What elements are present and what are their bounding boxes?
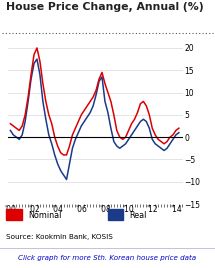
Bar (6, 210, 22, 220)
Text: House Price Change, Annual (%): House Price Change, Annual (%) (6, 2, 204, 12)
Text: Click graph for more Sth. Korean house price data: Click graph for more Sth. Korean house p… (18, 255, 197, 261)
Text: Nominal: Nominal (28, 211, 61, 220)
Text: Real: Real (129, 211, 146, 220)
Bar (108, 210, 123, 220)
Text: Source: Kookmin Bank, KOSIS: Source: Kookmin Bank, KOSIS (6, 234, 113, 240)
